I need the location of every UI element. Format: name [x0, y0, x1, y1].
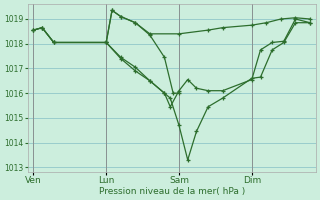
X-axis label: Pression niveau de la mer( hPa ): Pression niveau de la mer( hPa ) [99, 187, 245, 196]
